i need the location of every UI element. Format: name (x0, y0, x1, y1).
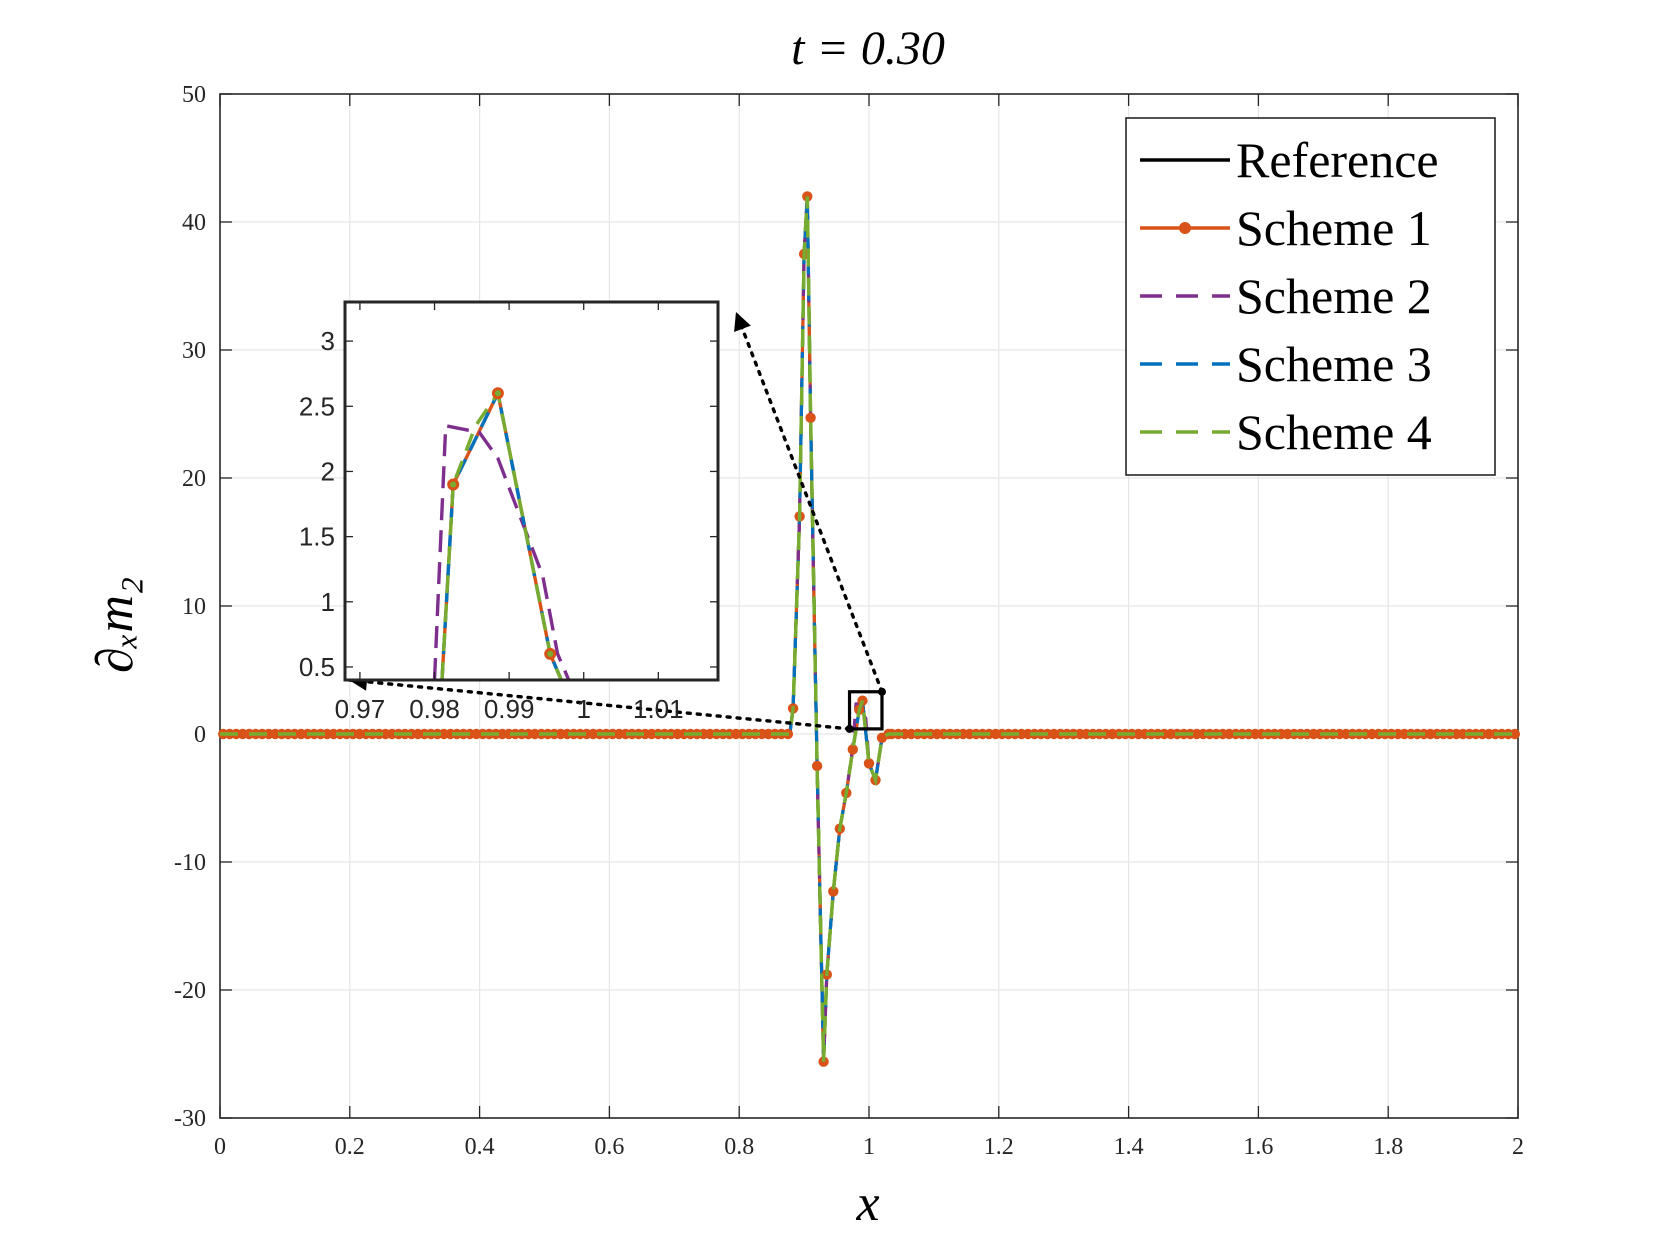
x-tick-label: 1.8 (1373, 1134, 1403, 1160)
plot-frame (219, 93, 1519, 1119)
legend-marker-scheme-1 (1179, 222, 1191, 234)
legend-label-scheme-4: Scheme 4 (1236, 404, 1432, 460)
inset-scheme-4-marker-core (547, 650, 554, 657)
y-tick-label: 40 (182, 210, 206, 236)
y-tick-label: 0 (194, 722, 206, 748)
series-line-scheme-4-overlay (220, 196, 1518, 1062)
inset-x-tick-label: 1.01 (633, 694, 684, 724)
inset-frame (343, 300, 720, 682)
zoom-box (847, 690, 884, 731)
inset-scheme-4-marker-core (494, 390, 501, 397)
y-tick-label: 50 (182, 82, 206, 108)
legend: Reference Scheme 1 Scheme 2 Scheme 3 Scheme … (1125, 117, 1496, 476)
zoom-arrow-upper-line (734, 310, 884, 694)
zoom-arrow-upper (734, 310, 886, 696)
x-tick-label: 2 (1512, 1134, 1524, 1160)
zoom-arrow-lower-tail (845, 724, 854, 733)
scheme-1-marker (847, 744, 858, 755)
legend-item-scheme-4: Scheme 4 (1140, 404, 1432, 460)
x-axis-label: x (855, 1175, 879, 1232)
legend-label-scheme-2: Scheme 2 (1236, 268, 1432, 324)
main-series (218, 191, 1521, 1067)
y-tick-label: 20 (182, 466, 206, 492)
y-axis-label: ∂ₓm₂ (87, 577, 144, 673)
x-tick-label: 0.4 (465, 1134, 495, 1160)
inset-series-line-scheme-2 (432, 424, 571, 680)
scheme-1-marker (805, 412, 816, 423)
x-tick-label: 1.2 (984, 1134, 1014, 1160)
scheme-1-marker (811, 760, 823, 772)
zoom-arrow-upper-head (734, 312, 751, 333)
scheme-1-marker (828, 886, 839, 897)
x-tick-label: 0.8 (724, 1134, 754, 1160)
inset-background (345, 302, 718, 680)
inset-y-tick-label: 1.5 (299, 522, 335, 552)
x-tick-label: 0.6 (594, 1134, 624, 1160)
inset-y-tick-label: 2.5 (299, 391, 335, 421)
legend-item-scheme-2: Scheme 2 (1140, 268, 1432, 324)
zoom-arrow-lower-line (347, 678, 852, 731)
inset-plot: 0.97 0.98 0.99 1 1.01 0.5 1 1.5 2 2.5 3 (299, 300, 720, 724)
legend-item-scheme-3: Scheme 3 (1140, 336, 1432, 392)
x-tick-label: 0 (214, 1134, 226, 1160)
inset-y-tick-label: 3 (321, 326, 335, 356)
scheme-1-marker (1509, 728, 1521, 740)
y-tick-label: -10 (174, 850, 206, 876)
inset-x-tick-label: 0.99 (484, 694, 535, 724)
x-tick-label: 1.6 (1243, 1134, 1273, 1160)
y-tick-label: -20 (174, 978, 206, 1004)
y-tick-label: -30 (174, 1106, 206, 1132)
legend-label-reference: Reference (1236, 132, 1439, 188)
legend-item-scheme-1: Scheme 1 (1140, 200, 1432, 256)
inset-x-tick-label: 0.98 (409, 694, 460, 724)
chart-title: t = 0.30 (791, 22, 945, 75)
y-tick-label: 10 (182, 594, 206, 620)
inset-scheme-4-marker-core (450, 481, 457, 488)
inset-y-tick-label: 2 (321, 456, 335, 486)
scheme-1-marker (863, 758, 875, 769)
x-tick-label: 1 (863, 1134, 875, 1160)
x-tick-label: 0.2 (335, 1134, 365, 1160)
x-tick-label: 1.4 (1114, 1134, 1144, 1160)
inset-x-tick-label: 0.97 (335, 694, 386, 724)
zoom-indicator (347, 310, 886, 733)
legend-label-scheme-1: Scheme 1 (1236, 200, 1432, 256)
y-tick-label: 30 (182, 338, 206, 364)
main-axes: 0 0.2 0.4 0.6 0.8 1 1.2 1.4 1.6 1.8 2 -30 -20 -10 0 10 2… (174, 82, 1524, 1160)
zoom-arrow-upper-tail (877, 687, 886, 696)
inset-y-tick-label: 1 (321, 587, 335, 617)
legend-item-reference: Reference (1140, 132, 1439, 188)
legend-label-scheme-3: Scheme 3 (1236, 336, 1432, 392)
inset-y-tick-label: 0.5 (299, 652, 335, 682)
inset-x-tick-label: 1 (576, 694, 590, 724)
inset-series (432, 387, 571, 680)
